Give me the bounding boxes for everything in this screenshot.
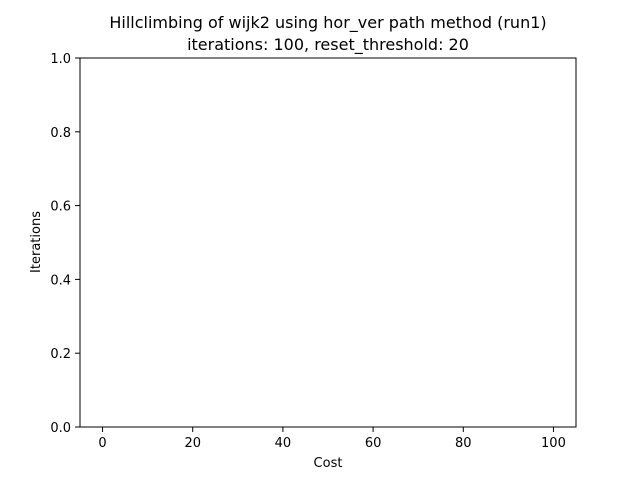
x-tick-label: 20 (184, 436, 201, 451)
x-axis-label: Cost (314, 456, 343, 471)
x-tick-label: 40 (275, 436, 292, 451)
y-axis-label: Iterations (29, 211, 44, 273)
chart-title: Hillclimbing of wijk2 using hor_ver path… (109, 13, 546, 33)
x-tick-label: 80 (455, 436, 472, 451)
y-tick-label: 0.2 (50, 347, 71, 362)
plot-area (79, 57, 577, 428)
x-tick-label: 100 (541, 436, 566, 451)
x-axis: 0 20 40 60 80 100 (98, 427, 566, 451)
y-tick-label: 0.4 (50, 273, 71, 288)
y-tick-label: 0.8 (50, 126, 71, 141)
y-tick-label: 0.6 (50, 200, 71, 215)
x-tick-label: 60 (365, 436, 382, 451)
chart-subtitle: iterations: 100, reset_threshold: 20 (187, 35, 469, 55)
y-tick-label: 0.0 (50, 421, 71, 436)
y-axis: 0.0 0.2 0.4 0.6 0.8 1.0 (50, 52, 80, 436)
y-tick-label: 1.0 (50, 52, 71, 67)
x-tick-label: 0 (98, 436, 106, 451)
